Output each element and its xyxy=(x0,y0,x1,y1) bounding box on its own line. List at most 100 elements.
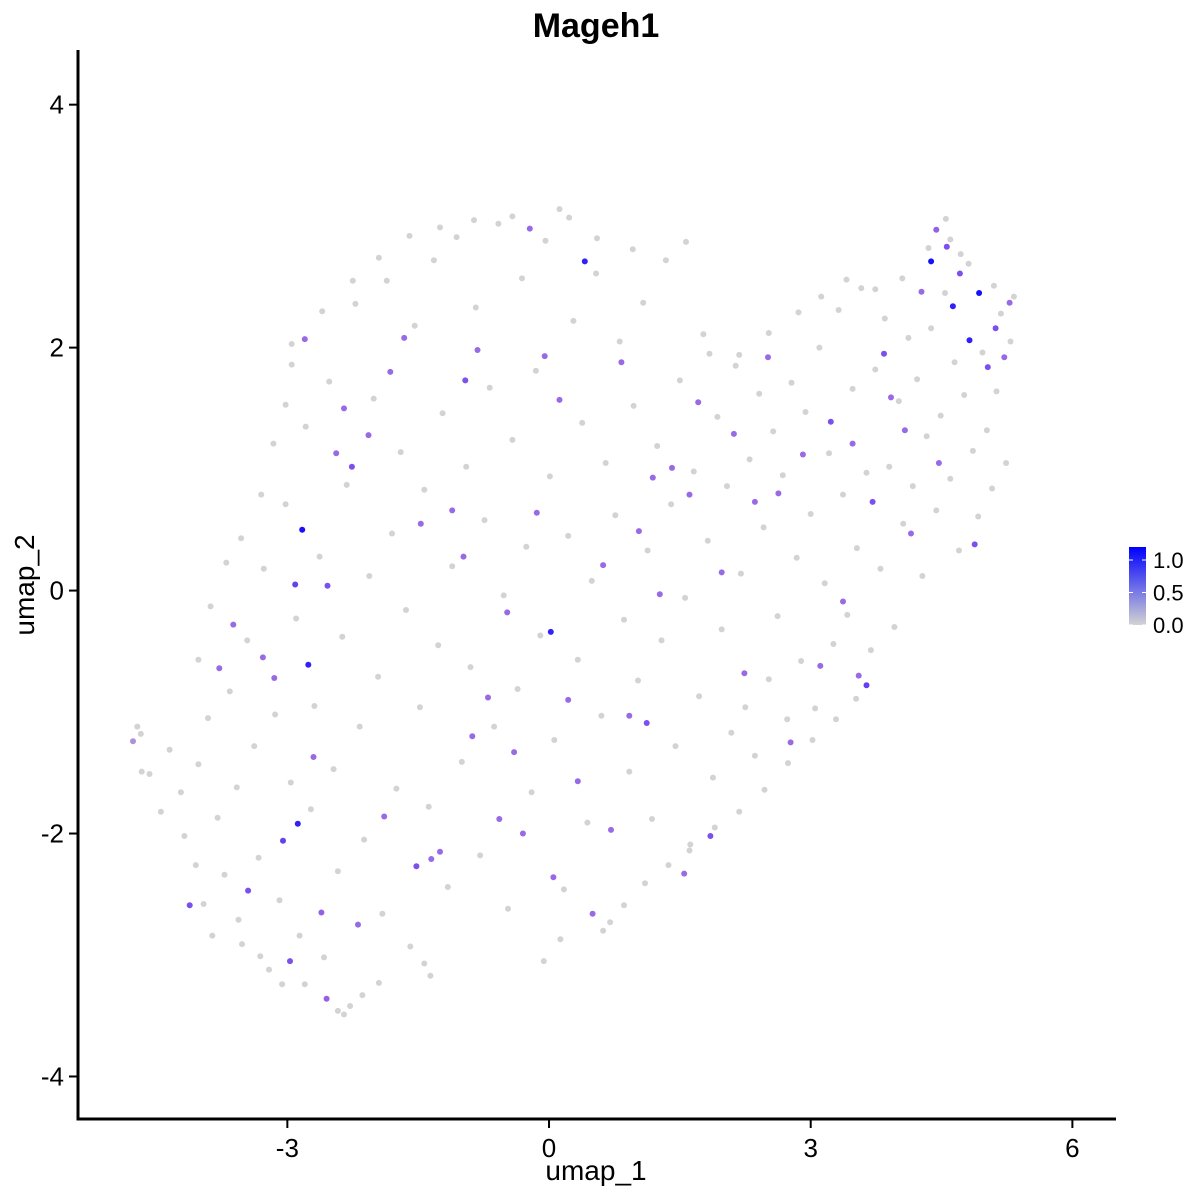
data-point xyxy=(989,485,996,492)
data-point xyxy=(928,258,935,265)
data-point xyxy=(318,909,325,916)
data-point xyxy=(937,412,944,419)
data-point xyxy=(644,547,651,554)
color-legend: 1.0 0.5 0.0 xyxy=(1129,547,1184,638)
data-point xyxy=(449,507,456,514)
data-point xyxy=(361,836,368,843)
data-point xyxy=(742,704,749,711)
data-point xyxy=(607,919,614,926)
data-point xyxy=(1003,460,1010,466)
x-axis-title: umap_1 xyxy=(545,1155,646,1186)
data-point xyxy=(626,768,633,775)
data-point xyxy=(244,637,251,644)
data-point xyxy=(560,886,567,893)
data-point xyxy=(486,384,493,391)
data-point xyxy=(485,694,491,701)
data-point xyxy=(612,512,619,519)
data-point xyxy=(255,854,262,861)
data-point xyxy=(514,686,521,692)
data-point xyxy=(375,979,382,986)
y-tick-label: 2 xyxy=(50,333,64,363)
data-point xyxy=(541,353,548,360)
data-point xyxy=(714,413,721,420)
y-tick-label: 0 xyxy=(50,576,64,606)
data-point xyxy=(844,611,851,618)
data-point xyxy=(334,868,341,875)
data-point xyxy=(908,530,914,537)
data-point xyxy=(706,350,713,357)
data-point xyxy=(751,752,758,759)
data-point xyxy=(209,932,216,939)
data-point xyxy=(588,577,595,584)
data-point xyxy=(287,779,294,786)
data-point xyxy=(602,460,609,466)
data-point xyxy=(756,390,763,397)
data-point xyxy=(951,359,958,366)
data-point xyxy=(458,758,465,765)
data-point xyxy=(905,334,912,341)
data-point xyxy=(137,730,144,737)
data-point xyxy=(600,927,607,934)
data-point xyxy=(971,541,978,548)
data-point xyxy=(649,474,656,481)
data-point xyxy=(765,330,772,336)
data-point xyxy=(741,670,748,677)
data-point xyxy=(774,613,781,620)
data-point xyxy=(299,526,306,533)
data-point xyxy=(600,562,607,569)
data-point xyxy=(260,565,267,572)
y-axis-title: umap_2 xyxy=(9,534,40,635)
data-point xyxy=(983,427,990,434)
data-point xyxy=(324,582,331,589)
data-point xyxy=(686,491,693,498)
data-point xyxy=(491,723,498,730)
points-layer xyxy=(130,206,1017,1018)
data-point xyxy=(310,754,317,760)
data-point xyxy=(439,410,446,417)
data-point xyxy=(272,711,279,718)
data-point xyxy=(393,785,400,792)
data-point xyxy=(226,688,233,695)
data-point xyxy=(403,607,409,613)
data-point xyxy=(855,672,862,679)
data-point xyxy=(919,573,926,579)
data-point xyxy=(302,423,309,430)
data-point xyxy=(812,705,819,712)
y-tick-label: -4 xyxy=(41,1061,64,1091)
x-tick-label: 6 xyxy=(1065,1133,1079,1163)
data-point xyxy=(305,661,312,668)
data-point xyxy=(214,814,221,821)
data-point xyxy=(293,615,300,622)
data-point xyxy=(413,863,420,870)
data-point xyxy=(496,816,503,822)
data-point xyxy=(909,483,916,490)
data-point xyxy=(736,808,743,815)
data-point xyxy=(799,451,806,458)
data-point xyxy=(425,803,432,810)
data-point xyxy=(672,743,679,750)
data-point xyxy=(186,902,193,909)
data-point xyxy=(696,693,703,700)
data-point xyxy=(245,887,252,894)
data-point xyxy=(707,833,714,839)
data-point xyxy=(700,331,707,338)
data-point xyxy=(259,654,266,661)
data-point xyxy=(383,277,390,284)
data-point xyxy=(579,419,586,426)
data-point xyxy=(594,235,600,242)
data-point xyxy=(296,932,303,939)
data-point xyxy=(730,430,737,437)
data-point xyxy=(526,225,533,232)
data-point xyxy=(134,723,141,730)
data-point xyxy=(746,456,753,463)
data-point xyxy=(918,288,925,295)
data-point xyxy=(200,901,207,907)
data-point xyxy=(656,591,663,598)
data-point xyxy=(230,621,237,628)
data-point xyxy=(784,716,791,723)
data-point xyxy=(546,473,553,480)
data-point xyxy=(779,472,786,479)
data-point xyxy=(387,368,394,375)
data-point xyxy=(195,656,202,663)
